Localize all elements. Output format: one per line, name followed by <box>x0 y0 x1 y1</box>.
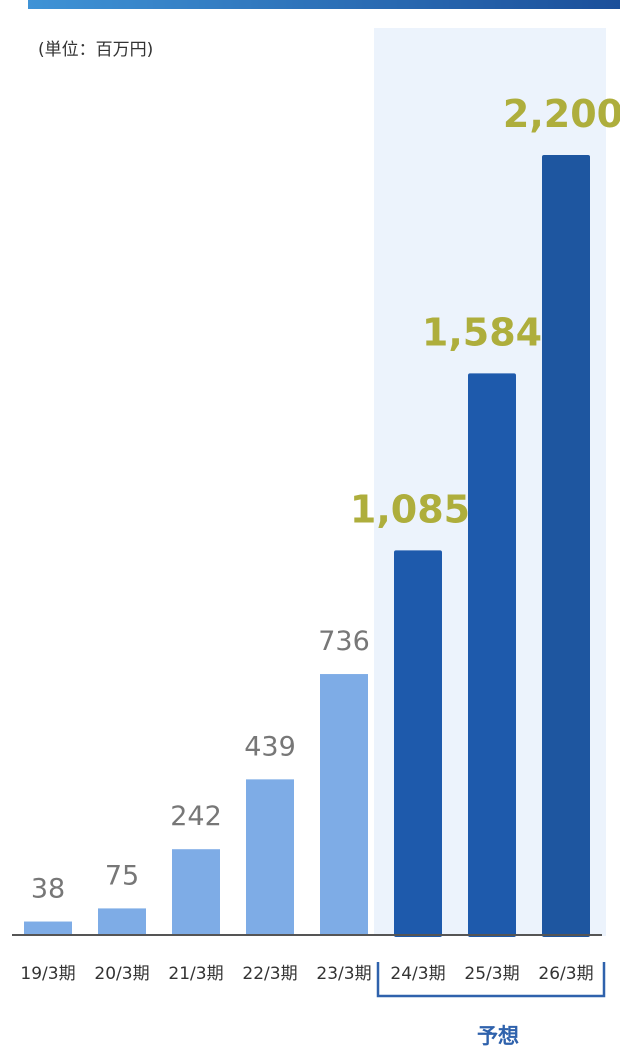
bar-25/3期 <box>468 373 516 937</box>
value-label-26/3期: 2,200 <box>503 92 620 136</box>
value-label-21/3期: 242 <box>170 801 222 832</box>
x-tick-labels: 19/3期 20/3期 21/3期 22/3期 23/3期 24/3期 25/3期 26/3期 <box>20 964 593 984</box>
value-label-20/3期: 75 <box>105 860 139 891</box>
x-tick-label-22/3期: 22/3期 <box>242 964 297 984</box>
bar-24/3期 <box>394 550 442 937</box>
value-label-19/3期: 38 <box>31 874 65 905</box>
forecast-bracket <box>376 962 606 998</box>
x-tick-label-23/3期: 23/3期 <box>316 964 371 984</box>
value-labels: 38 75 242 439 736 1,085 1,584 2,200 <box>31 92 620 905</box>
x-tick-label-21/3期: 21/3期 <box>168 964 223 984</box>
value-label-25/3期: 1,584 <box>422 310 542 354</box>
forecast-label: 予想 <box>477 1024 519 1048</box>
x-tick-label-20/3期: 20/3期 <box>94 964 149 984</box>
bar-26/3期 <box>542 155 590 937</box>
value-label-22/3期: 439 <box>244 731 296 762</box>
x-tick-label-19/3期: 19/3期 <box>20 964 75 984</box>
header-accent-bar <box>28 0 620 9</box>
bar-21/3期 <box>172 849 220 935</box>
value-label-24/3期: 1,085 <box>350 487 470 531</box>
bar-20/3期 <box>98 908 146 935</box>
x-tick-label-24/3期: 24/3期 <box>390 964 445 984</box>
x-tick-label-26/3期: 26/3期 <box>538 964 593 984</box>
x-tick-label-25/3期: 25/3期 <box>464 964 519 984</box>
bar-19/3期 <box>24 921 72 935</box>
value-label-23/3期: 736 <box>318 626 370 657</box>
bar-22/3期 <box>246 779 294 935</box>
bars <box>24 155 590 937</box>
bar-23/3期 <box>320 674 368 935</box>
unit-label: (単位：百万円) <box>38 40 153 60</box>
